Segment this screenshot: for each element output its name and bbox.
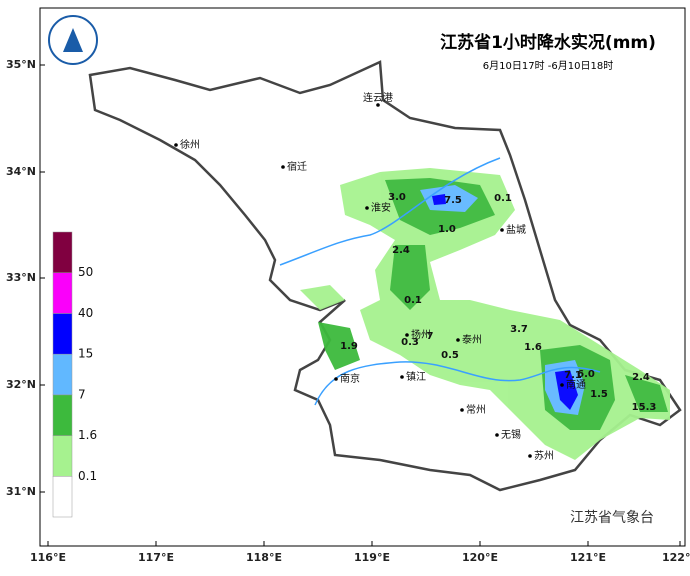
river: [279, 157, 501, 266]
rain-area: [318, 322, 360, 370]
rain-areas: [300, 168, 670, 460]
city-label: 南京: [340, 372, 360, 385]
rain-area: [300, 285, 345, 310]
legend-label: 1.6: [78, 428, 97, 442]
rain-label: 7: [427, 331, 434, 342]
city-label: 镇江: [406, 370, 426, 383]
rain-area: [420, 185, 478, 212]
rain-area: [625, 375, 668, 412]
legend-swatch: [52, 435, 73, 477]
city-label: 盐城: [506, 223, 526, 236]
lon-tick-label: 120°E: [462, 551, 498, 564]
lat-tick-label: 34°N: [6, 165, 36, 178]
lat-tick-label: 33°N: [6, 271, 36, 284]
logo-icon: [63, 28, 83, 52]
legend-swatch: [52, 394, 73, 436]
rain-label: 3.7: [510, 324, 528, 335]
rain-label: 6.0: [577, 369, 595, 380]
city-label: 淮安: [371, 201, 391, 214]
lon-tick-label: 118°E: [246, 551, 282, 564]
rain-label: 15.3: [632, 402, 657, 413]
lon-tick-label: 122°E: [662, 551, 690, 564]
legend-swatch: [52, 272, 73, 314]
rain-label: 1.9: [340, 341, 358, 352]
city-marker: [281, 165, 285, 169]
rain-area: [390, 245, 430, 310]
legend-label: 40: [78, 306, 93, 320]
city-label: 扬州: [411, 328, 431, 341]
legend-label: 50: [78, 265, 93, 279]
legend-label: 0.1: [78, 469, 97, 483]
lat-tick-label: 35°N: [6, 58, 36, 71]
city-label: 苏州: [534, 449, 554, 462]
city-marker: [365, 206, 369, 210]
rain-label: 0.1: [404, 295, 422, 306]
credit: 江苏省气象台: [570, 510, 654, 526]
city-label: 无锡: [501, 428, 521, 441]
rain-label: 1.5: [590, 389, 608, 400]
rain-label: 7.5: [444, 195, 462, 206]
city-marker: [405, 333, 409, 337]
city-label: 徐州: [180, 138, 200, 151]
rain-area: [555, 370, 578, 410]
city-marker: [560, 383, 564, 387]
lat-tick-label: 32°N: [6, 378, 36, 391]
lon-tick-label: 116°E: [30, 551, 66, 564]
rain-label: 0.5: [441, 350, 459, 361]
city-marker: [456, 338, 460, 342]
city-marker: [495, 433, 499, 437]
city-label: 南通: [566, 378, 586, 391]
rain-label: 0.1: [494, 193, 512, 204]
legend-swatch: [52, 231, 73, 273]
river: [314, 361, 601, 406]
city-marker: [174, 143, 178, 147]
rain-label: 7.1: [564, 370, 582, 381]
city-label: 宿迁: [287, 160, 307, 173]
lon-tick-label: 121°E: [570, 551, 606, 564]
city-label: 常州: [466, 403, 486, 416]
rain-label: 2.4: [392, 245, 410, 256]
lon-tick-label: 117°E: [138, 551, 174, 564]
legend-label: 7: [78, 387, 86, 401]
legend-swatch: [52, 476, 73, 518]
city-marker: [528, 454, 532, 458]
rain-label: 3.0: [388, 192, 406, 203]
rain-area: [432, 194, 446, 205]
map-subtitle: 6月10日17时 -6月10日18时: [483, 60, 613, 72]
map-title: 江苏省1小时降水实况(mm): [440, 32, 656, 53]
rain-label: 1.6: [524, 342, 542, 353]
legend-swatch: [52, 353, 73, 396]
lon-tick-label: 119°E: [354, 551, 390, 564]
lat-tick-label: 31°N: [6, 485, 36, 498]
city-label: 泰州: [462, 333, 482, 346]
rain-label: 1.0: [438, 224, 456, 235]
city-label: 连云港: [363, 91, 393, 104]
city-marker: [400, 375, 404, 379]
city-marker: [500, 228, 504, 232]
rain-label: 0.3: [401, 337, 419, 348]
legend-swatch: [52, 313, 73, 355]
legend-label: 15: [78, 347, 93, 361]
city-marker: [460, 408, 464, 412]
city-marker: [334, 377, 338, 381]
city-marker: [376, 103, 380, 107]
rain-label: 2.4: [632, 372, 650, 383]
